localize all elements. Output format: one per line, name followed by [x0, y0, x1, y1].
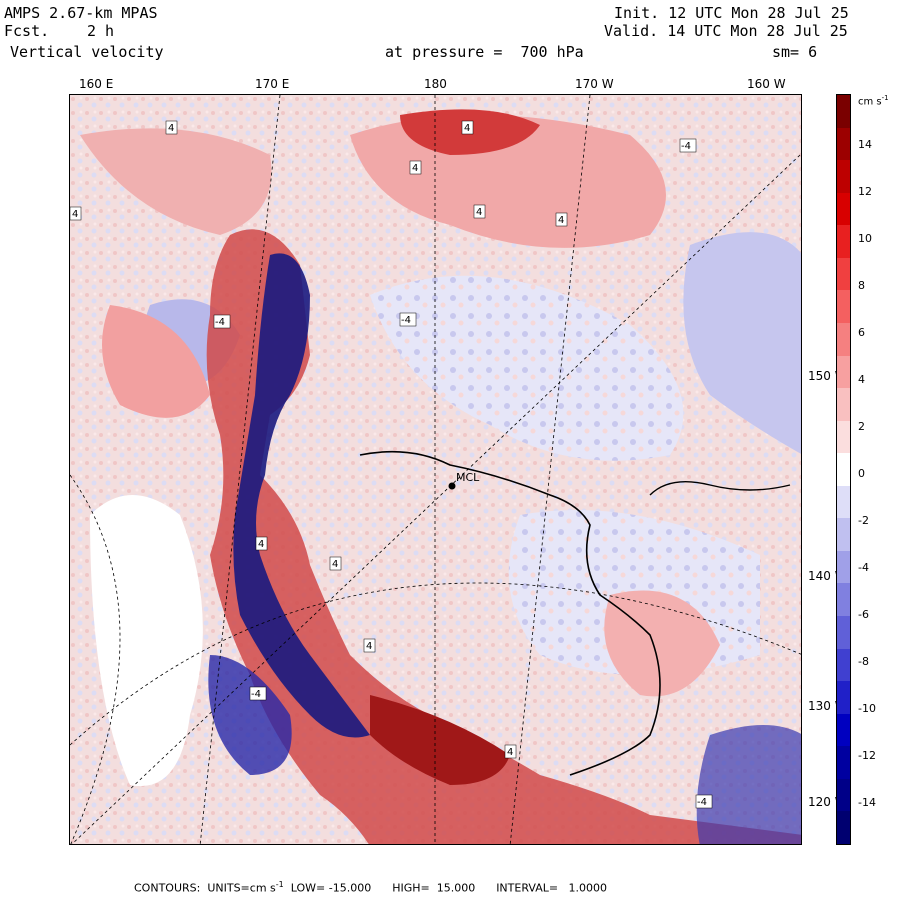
lon-label-170e: 170 E [255, 77, 290, 91]
svg-text:4: 4 [464, 123, 470, 134]
colorbar-tick-label: -6 [858, 608, 869, 621]
colorbar-segment [837, 681, 850, 715]
valid-time: Valid. 14 UTC Mon 28 Jul 25 [604, 22, 848, 40]
forecast-value: 2 h [87, 22, 115, 40]
station-marker [448, 482, 456, 490]
svg-text:-4: -4 [681, 141, 691, 152]
svg-text:4: 4 [258, 539, 264, 550]
forecast-label: Fcst. [4, 22, 50, 40]
svg-text:-4: -4 [251, 689, 261, 700]
vertical-velocity-map: MCL 4 4 4 4 4 4 4 4 4 4 -4 -4 [69, 94, 802, 845]
svg-text:-4: -4 [401, 315, 411, 326]
pressure-level: at pressure = 700 hPa [385, 43, 584, 61]
ice-shelf-edge [649, 480, 791, 496]
svg-text:4: 4 [507, 747, 513, 758]
ascent-core-south [370, 695, 510, 785]
colorbar-tick-label: 12 [858, 185, 872, 198]
lon-label-180: 180 [424, 77, 447, 91]
colorbar-tick-label: 0 [858, 467, 865, 480]
colorbar-segment [837, 518, 850, 552]
colorbar-tick-label: 10 [858, 232, 872, 245]
colorbar [836, 94, 851, 845]
descent-region-central [370, 275, 684, 461]
coastline [359, 450, 661, 776]
graticule [70, 95, 801, 844]
map-canvas: MCL 4 4 4 4 4 4 4 4 4 4 -4 -4 [70, 95, 801, 844]
colorbar-segment [837, 713, 850, 747]
station-label: MCL [456, 471, 480, 484]
colorbar-segment [837, 127, 850, 161]
colorbar-units: cm s-1 [858, 94, 889, 108]
colorbar-tick-label: -2 [858, 514, 869, 527]
svg-text:4: 4 [558, 215, 564, 226]
svg-text:-4: -4 [215, 317, 225, 328]
colorbar-tick-label: -14 [858, 796, 876, 809]
svg-text:4: 4 [412, 163, 418, 174]
field-name: Vertical velocity [10, 43, 164, 61]
colorbar-tick-label: -12 [858, 749, 876, 762]
lon-label-160e: 160 E [79, 77, 114, 91]
svg-text:4: 4 [168, 123, 174, 134]
orographic-band [206, 229, 801, 844]
ascent-region-west [102, 305, 210, 418]
contour-labels: 4 4 4 4 4 4 4 4 4 4 -4 -4 -4 -4 [70, 120, 713, 809]
colorbar-segment [837, 257, 850, 291]
colorbar-tick-label: -10 [858, 702, 876, 715]
colorbar-segment [837, 811, 850, 845]
lon-label-160w: 160 W [747, 77, 786, 91]
colorbar-segment [837, 355, 850, 389]
lon-label-170w: 170 W [575, 77, 614, 91]
colorbar-tick-label: 4 [858, 373, 865, 386]
colorbar-segment [837, 192, 850, 226]
colorbar-segment [837, 583, 850, 617]
colorbar-tick-label: 6 [858, 326, 865, 339]
init-time: Init. 12 UTC Mon 28 Jul 25 [614, 4, 849, 22]
colorbar-segment [837, 290, 850, 324]
colorbar-segment [837, 420, 850, 454]
svg-text:4: 4 [332, 559, 338, 570]
colorbar-segment [837, 778, 850, 812]
colorbar-segment [837, 485, 850, 519]
smoothing-label: sm= 6 [772, 43, 818, 61]
ascent-region-east [604, 590, 720, 697]
descent-core-southeast [696, 725, 801, 844]
no-data-region [90, 495, 203, 787]
svg-text:4: 4 [366, 641, 372, 652]
descent-core-southwest [208, 655, 292, 775]
ascent-region-northwest [80, 128, 272, 235]
model-title: AMPS 2.67-km MPAS [4, 4, 158, 22]
colorbar-tick-label: -4 [858, 561, 869, 574]
colorbar-tick-label: 14 [858, 138, 872, 151]
colorbar-tick-label: -8 [858, 655, 869, 668]
contour-info: CONTOURS: UNITS=cm s-1 LOW= -15.000 HIGH… [134, 880, 608, 895]
colorbar-tick-label: 2 [858, 420, 865, 433]
colorbar-segment [837, 616, 850, 650]
descent-region-east [683, 232, 801, 454]
colorbar-segment [837, 322, 850, 357]
colorbar-segment [837, 95, 850, 129]
svg-text:-4: -4 [697, 797, 707, 808]
colorbar-segment [837, 453, 850, 487]
colorbar-segment [837, 648, 850, 682]
colorbar-segment [837, 225, 850, 259]
downdraft-band [233, 253, 370, 738]
colorbar-segment [837, 388, 850, 422]
svg-text:4: 4 [72, 209, 78, 220]
colorbar-segment [837, 160, 850, 194]
colorbar-tick-label: 8 [858, 279, 865, 292]
colorbar-segment [837, 746, 850, 780]
colorbar-segment [837, 550, 850, 584]
svg-text:4: 4 [476, 207, 482, 218]
